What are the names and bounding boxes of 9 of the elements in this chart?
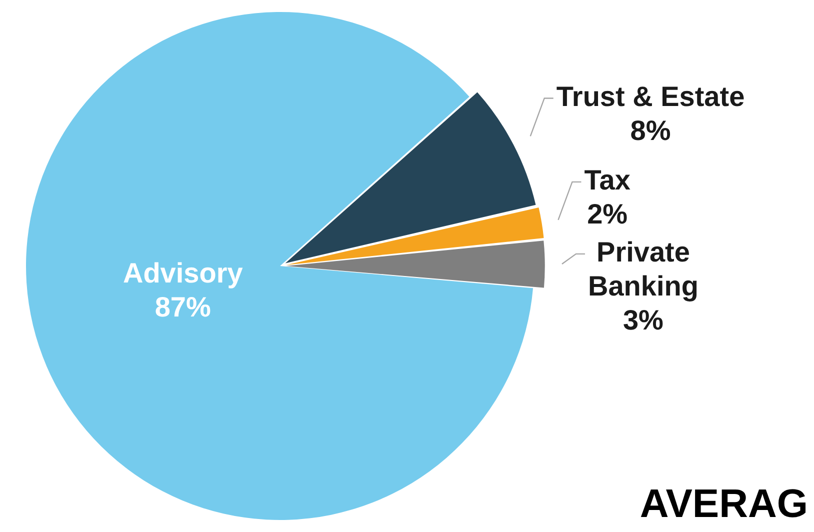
data-label: 2% (587, 198, 628, 230)
data-label: 3% (622, 304, 664, 336)
slice-label: Advisory (122, 257, 244, 288)
slice-label: Tax (584, 164, 631, 196)
data-label: 87% (154, 291, 211, 322)
slice-label: Private Banking (588, 236, 698, 302)
data-label: 8% (630, 114, 671, 146)
text: AVERAG (640, 482, 808, 526)
slice-label: Trust & Estate (556, 80, 745, 112)
